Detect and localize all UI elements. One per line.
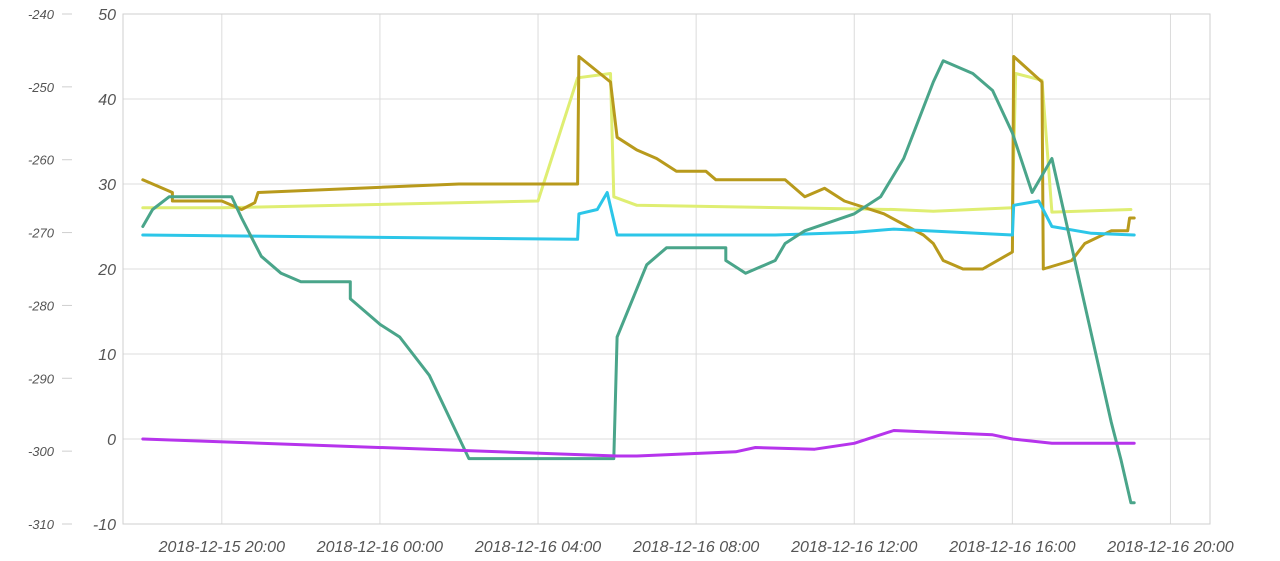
grid-layer — [122, 13, 1211, 525]
x-tick-label: 2018-12-16 12:00 — [790, 539, 917, 556]
series-line-teal — [141, 59, 1136, 505]
right-tick-label: 40 — [98, 92, 116, 109]
right-tick-label: -10 — [93, 517, 116, 534]
right-tick-label: 20 — [97, 262, 116, 279]
x-tick-label: 2018-12-16 04:00 — [474, 539, 601, 556]
left-tick-label: -270 — [28, 226, 55, 241]
series-line-cyan — [141, 191, 1136, 241]
plot-frame — [122, 13, 1211, 525]
series-layer — [141, 55, 1136, 505]
left-tick-label: -310 — [28, 517, 55, 532]
right-tick-label: 10 — [98, 347, 116, 364]
left-tick-label: -250 — [28, 80, 55, 95]
left-tick-label: -280 — [28, 298, 55, 313]
left-axis: -240 -250 -260 -270 -280 -290 -300 -310 — [28, 7, 72, 532]
left-tick-label: -300 — [28, 444, 55, 459]
x-tick-label: 2018-12-16 08:00 — [632, 539, 759, 556]
right-tick-label: 50 — [98, 7, 116, 24]
x-tick-label: 2018-12-16 20:00 — [1106, 539, 1233, 556]
x-tick-label: 2018-12-16 16:00 — [948, 539, 1075, 556]
right-axis: 50 40 30 20 10 0 -10 — [93, 7, 116, 534]
x-tick-label: 2018-12-16 00:00 — [316, 539, 443, 556]
left-tick-label: -290 — [28, 371, 55, 386]
x-axis: 2018-12-15 20:00 2018-12-16 00:00 2018-12-… — [158, 539, 1234, 556]
x-tick-label: 2018-12-15 20:00 — [158, 539, 285, 556]
series-line-purple — [141, 429, 1136, 458]
left-tick-label: -240 — [28, 7, 55, 22]
right-tick-label: 30 — [98, 177, 116, 194]
series-line-olive — [141, 55, 1136, 271]
right-tick-label: 0 — [107, 432, 116, 449]
left-tick-label: -260 — [28, 153, 55, 168]
